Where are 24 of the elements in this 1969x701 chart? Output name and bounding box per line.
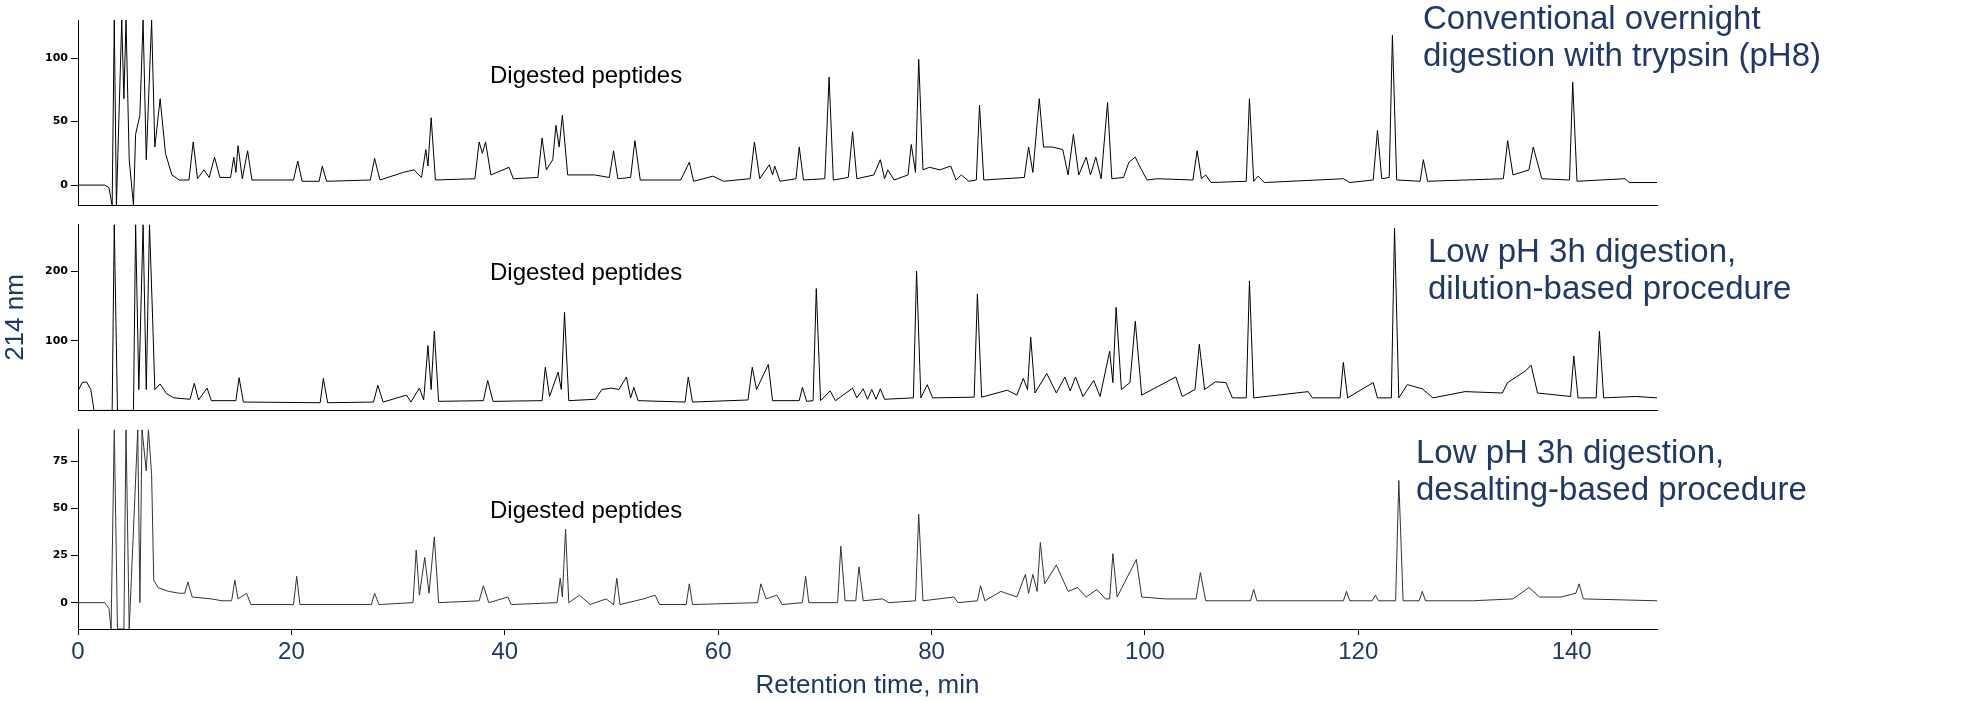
annotation: Digested peptides — [490, 61, 684, 89]
x-tick-label: 140 — [1551, 637, 1592, 665]
y-tick-label: 25 — [52, 548, 68, 562]
y-tick-label: 100 — [45, 50, 69, 64]
annotation: Low pH 3h digestion, dilution-based procedure — [1428, 232, 1793, 307]
y-tick-label: 0 — [60, 595, 69, 609]
y-tick-label: 200 — [45, 264, 69, 278]
x-tick-label: 20 — [278, 637, 305, 665]
annotation: Low pH 3h digestion, desalting-based procedure — [1416, 433, 1808, 508]
y-tick-label: 50 — [52, 501, 69, 515]
x-tick-label: 120 — [1338, 637, 1379, 665]
x-tick-label: 40 — [491, 637, 519, 665]
x-tick-label: 100 — [1124, 637, 1165, 665]
x-axis-title: Retention time, min — [755, 668, 980, 699]
y-tick-label: 50 — [52, 114, 69, 128]
y-tick-label: 75 — [52, 454, 68, 468]
y-tick-label: 100 — [45, 333, 69, 347]
y-axis-title: 214 nm — [0, 274, 29, 361]
x-tick-label: 80 — [918, 637, 945, 665]
y-tick-label: 0 — [60, 177, 69, 191]
annotation: Conventional overnight digestion with trypsin (pH8) — [1423, 0, 1822, 74]
annotation: Digested peptides — [490, 258, 684, 286]
x-tick-label: 60 — [704, 637, 732, 665]
annotation: Digested peptides — [490, 496, 684, 524]
